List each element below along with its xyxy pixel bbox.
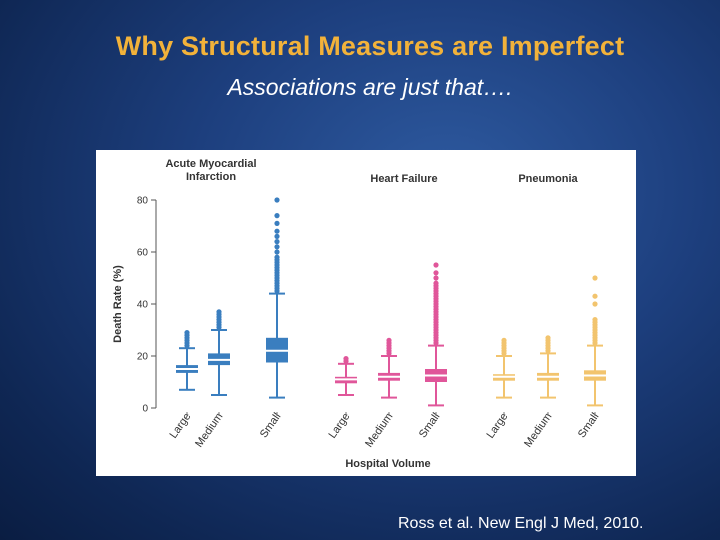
outlier-point (274, 239, 280, 245)
outlier-point (592, 317, 598, 323)
x-category-label: Medium (193, 411, 225, 450)
outlier-point (274, 197, 280, 203)
panel-title: Acute Myocardial (165, 158, 256, 170)
panel-title: Infarction (186, 171, 236, 183)
x-category-label: Small (417, 411, 443, 440)
panel-title: Heart Failure (370, 173, 437, 185)
outlier-point (592, 301, 598, 307)
outlier-point (433, 262, 439, 268)
x-category-label: Small (258, 411, 284, 440)
x-category-label: Medium (363, 411, 395, 450)
outlier-point (274, 249, 280, 255)
outlier-point (274, 233, 280, 239)
x-category-label: Large (167, 411, 193, 441)
outlier-point (274, 228, 280, 234)
x-category-label: Large (484, 411, 510, 441)
y-axis-label: Death Rate (%) (112, 265, 124, 343)
outlier-point (184, 330, 190, 336)
outlier-point (386, 337, 392, 343)
x-category-label: Small (576, 411, 602, 440)
outlier-point (433, 280, 439, 286)
outlier-point (592, 275, 598, 281)
outlier-point (433, 270, 439, 276)
outlier-point (274, 244, 280, 250)
y-tick-label: 20 (137, 352, 149, 363)
y-tick-label: 60 (137, 248, 149, 259)
outlier-point (274, 220, 280, 226)
y-tick-label: 80 (137, 196, 149, 207)
slide-subtitle: Associations are just that…. (227, 74, 513, 100)
y-tick-label: 40 (137, 300, 149, 311)
outlier-point (343, 356, 349, 362)
outlier-point (274, 213, 280, 219)
outlier-point (501, 337, 507, 343)
x-axis-label: Hospital Volume (345, 458, 430, 470)
x-category-label: Large (326, 411, 352, 441)
outlier-point (545, 335, 551, 341)
outlier-point (592, 293, 598, 299)
y-tick-label: 0 (142, 404, 148, 415)
x-category-label: Medium (522, 411, 554, 450)
outlier-point (274, 254, 280, 260)
outlier-point (216, 309, 222, 315)
slide-title: Why Structural Measures are Imperfect (115, 31, 625, 61)
panel-title: Pneumonia (518, 173, 578, 185)
chart-panel: 0 20 40 60 80 Death Rate (%) Hospital Volume Ac… (96, 150, 636, 476)
citation: Ross et al. New Engl J Med, 2010. (398, 515, 644, 532)
outlier-point (433, 275, 439, 281)
box-plot-chart: 0 20 40 60 80 Death Rate (%) Hospital Volume Ac… (112, 158, 606, 470)
